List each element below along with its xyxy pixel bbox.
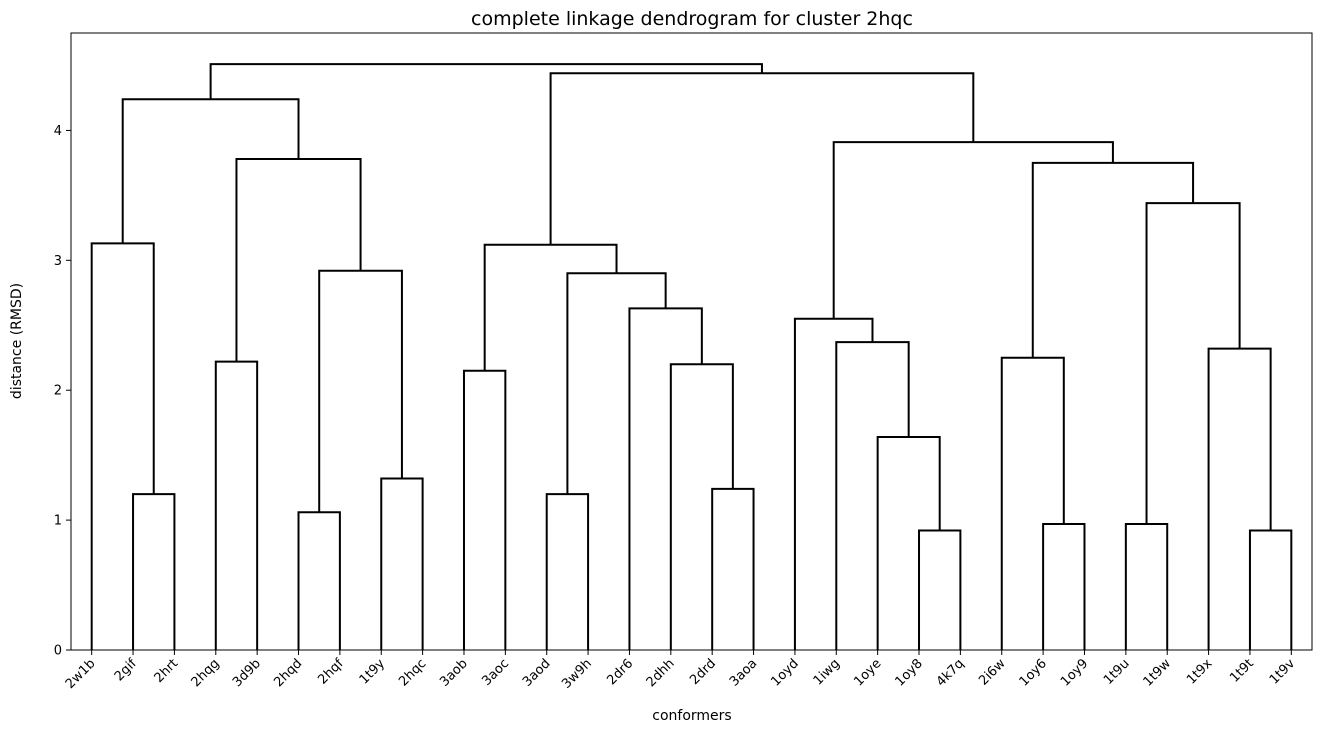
dendrogram-link [1000,356,1065,650]
dendrogram-link [1145,202,1241,525]
leaf-label: 2hqf [315,656,347,688]
leaf-label: 3aod [520,656,554,690]
dendrogram-link [793,317,874,650]
dendrogram-link [1042,523,1086,650]
leaf-label: 2i6w [976,656,1009,689]
dendrogram-link [711,487,755,650]
dendrogram-link [1207,347,1272,650]
leaf-label: 3aoc [479,656,512,689]
dendrogram-link [545,493,590,650]
dendrogram-link [876,435,941,650]
dendrogram-link [483,243,618,371]
leaf-label: 2hqg [189,656,223,690]
leaf-label: 1t9y [357,656,389,688]
dendrogram-link [132,493,176,650]
leaf-label: 3aoa [727,656,760,689]
leaf-label: 2w1b [63,656,99,692]
dendrogram-link [380,477,424,650]
dendrogram-link [918,529,962,650]
chart-title: complete linkage dendrogram for cluster … [471,8,913,30]
dendrogram-link [121,98,300,244]
dendrogram-link [628,307,703,650]
dendrogram-link [214,360,259,650]
dendrogram-link [669,363,734,650]
y-tick-label: 2 [54,384,62,399]
y-axis-label: distance (RMSD) [9,283,25,399]
leaf-label: 1oyd [768,656,801,689]
y-axis-ticks: 0 1 2 3 4 [54,124,71,659]
x-axis-ticks: 2w1b 2gif 2hrt 2hqg 3d9b 2hqd 2hqf 1t9y 2hqc 3aob… [63,650,1299,692]
leaf-label: 4k7q [934,656,967,689]
leaf-label: 1t9t [1227,656,1257,686]
leaf-label: 2hqc [396,656,429,689]
leaf-label: 1oy6 [1017,656,1050,689]
dendrogram-link [235,157,362,362]
dendrogram-link [1248,529,1293,650]
y-tick-label: 3 [54,254,62,269]
leaf-label: 2dr6 [604,656,636,688]
y-tick-label: 0 [54,644,62,659]
dendrogram-link [1031,161,1195,358]
leaf-label: 3w9h [559,656,595,692]
leaf-label: 1oy9 [1058,656,1091,689]
y-tick-label: 4 [54,124,62,139]
dendrogram-link [1124,523,1169,650]
leaf-label: 2hqd [271,656,305,690]
dendrogram-link [832,141,1114,319]
dendrogram-link [297,511,341,650]
leaf-label: 2hrt [152,656,182,686]
plot-area-frame [70,32,1313,651]
dendrogram-link [566,272,667,495]
x-axis-label: conformers [652,708,731,724]
dendrogram-link [462,369,507,650]
leaf-label: 1oye [851,656,884,689]
leaf-label: 1oy8 [892,656,925,689]
dendrogram-link [90,242,155,650]
dendrogram-link [835,341,910,650]
leaf-label: 1t9v [1267,656,1299,688]
leaf-label: 1iwg [811,656,843,688]
leaf-label: 1t9x [1184,656,1216,688]
dendrogram-link [318,269,403,513]
dendrogram-links [90,63,1293,650]
leaf-label: 2dhh [644,656,678,690]
leaf-label: 3d9b [230,656,264,690]
leaf-label: 1t9w [1141,656,1175,690]
leaf-label: 2drd [687,656,719,688]
dendrogram-link [209,63,763,100]
dendrogram-link [549,72,975,245]
leaf-label: 3aob [437,656,471,690]
leaf-label: 2gif [112,656,140,684]
leaf-label: 1t9u [1101,656,1133,688]
y-tick-label: 1 [54,514,62,529]
